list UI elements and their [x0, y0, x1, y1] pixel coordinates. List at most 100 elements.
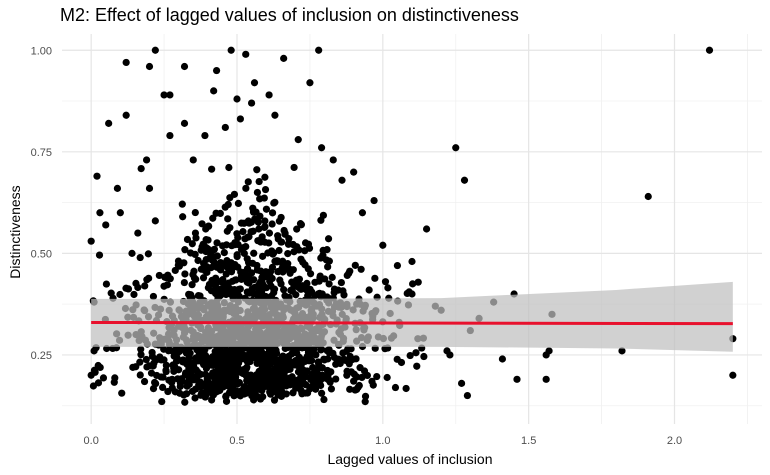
data-point — [383, 373, 391, 382]
data-point — [370, 196, 378, 205]
data-point — [185, 354, 193, 362]
data-point — [324, 263, 332, 271]
data-point — [198, 220, 206, 228]
data-point — [347, 345, 355, 353]
data-point — [253, 345, 261, 353]
data-point — [160, 345, 168, 353]
data-point — [240, 383, 248, 391]
data-point — [295, 246, 303, 254]
data-point — [235, 285, 243, 293]
data-point — [337, 278, 345, 287]
data-point — [315, 46, 323, 54]
data-point — [181, 270, 189, 278]
data-point — [160, 282, 168, 290]
data-point — [268, 209, 277, 217]
data-point — [317, 144, 326, 152]
data-point — [266, 277, 274, 285]
data-point — [705, 46, 714, 54]
data-point — [234, 366, 242, 375]
data-point — [208, 165, 216, 173]
data-point — [328, 273, 336, 281]
data-point — [284, 250, 292, 258]
data-point — [208, 396, 216, 404]
data-point — [242, 184, 250, 192]
data-point — [332, 375, 340, 383]
data-point — [275, 246, 283, 255]
data-point — [170, 352, 178, 360]
data-point — [244, 178, 252, 186]
data-point — [165, 376, 173, 384]
data-point — [251, 215, 259, 223]
data-point — [256, 195, 264, 203]
data-point — [221, 280, 229, 288]
data-point — [276, 373, 285, 381]
data-point — [363, 371, 371, 380]
y-tick-label: 0.50 — [31, 248, 52, 260]
data-point — [142, 156, 151, 164]
data-point — [284, 260, 292, 268]
data-point — [145, 274, 153, 282]
data-point — [151, 46, 159, 54]
data-point — [365, 286, 373, 294]
data-point — [371, 274, 379, 282]
data-point — [141, 282, 149, 290]
data-point — [277, 280, 285, 288]
data-point — [202, 236, 210, 244]
data-point — [181, 246, 189, 254]
data-point — [210, 87, 218, 95]
data-point — [326, 378, 334, 386]
data-point — [116, 290, 124, 299]
data-point — [261, 223, 269, 231]
data-point — [413, 362, 421, 370]
data-point — [220, 249, 228, 257]
x-tick-label: 1.0 — [375, 435, 390, 447]
data-point — [153, 356, 161, 364]
data-point — [460, 176, 469, 184]
data-point — [212, 276, 221, 284]
data-point — [258, 361, 267, 370]
data-point — [122, 58, 130, 67]
data-point — [296, 374, 304, 382]
data-point — [321, 275, 329, 283]
data-point — [180, 62, 189, 71]
data-point — [134, 283, 142, 292]
data-point — [414, 278, 422, 286]
data-point — [319, 211, 327, 219]
confidence-band — [91, 281, 733, 352]
data-point — [95, 251, 104, 259]
data-point — [247, 371, 255, 379]
data-point — [184, 380, 192, 388]
data-point — [264, 364, 272, 372]
data-point — [342, 356, 350, 365]
data-point — [343, 371, 351, 379]
data-point — [203, 386, 211, 394]
data-point — [288, 287, 296, 295]
data-point — [420, 352, 428, 361]
data-point — [225, 267, 233, 275]
data-point — [259, 252, 267, 260]
data-point — [254, 237, 262, 245]
data-point — [213, 239, 221, 247]
data-point — [463, 391, 472, 400]
data-point — [268, 220, 276, 228]
data-point — [317, 381, 325, 390]
data-point — [182, 390, 191, 398]
data-point — [158, 397, 166, 406]
data-point — [393, 261, 402, 270]
data-point — [253, 375, 261, 383]
data-point — [545, 347, 553, 355]
data-point — [192, 234, 200, 242]
data-point — [227, 290, 235, 299]
data-point — [204, 222, 213, 230]
data-point — [140, 377, 149, 386]
data-point — [155, 271, 163, 280]
data-point — [96, 209, 104, 217]
data-point — [320, 355, 328, 363]
data-point — [137, 345, 145, 353]
data-point — [240, 219, 248, 227]
data-point — [255, 290, 263, 299]
data-point — [191, 208, 199, 217]
data-point — [219, 286, 228, 294]
data-point — [128, 249, 136, 257]
